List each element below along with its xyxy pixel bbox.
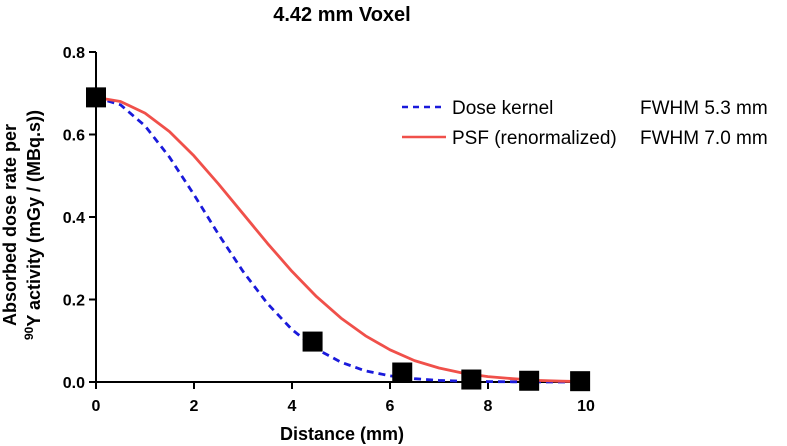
legend-label-psf: PSF (renormalized)	[452, 128, 617, 149]
y-axis-label-group: Absorbed dose rate per 90Y activity (mGy…	[0, 110, 44, 340]
legend-label-dose-kernel: Dose kernel	[452, 98, 553, 119]
y-tick-label: 0.0	[63, 375, 85, 392]
data-point-marker	[302, 331, 323, 352]
x-tick-label: 0	[92, 398, 101, 415]
x-tick-label: 2	[190, 398, 199, 415]
y-axis-label-rest: Y activity (mGy / (MBq.s))	[24, 110, 44, 327]
y-tick-label: 0.8	[63, 45, 85, 62]
axes: 0 2 4 6 8 10 0.0 0.2 0.4 0.6 0.8	[63, 45, 595, 415]
data-point-marker	[86, 87, 106, 108]
y-axis-label-line2: 90Y activity (mGy / (MBq.s))	[22, 110, 44, 340]
y-ticks: 0.0 0.2 0.4 0.6 0.8	[63, 45, 96, 392]
data-point-marker	[392, 362, 413, 383]
y-tick-label: 0.6	[63, 128, 85, 145]
x-tick-label: 10	[577, 398, 595, 415]
y-axis-label-line1: Absorbed dose rate per	[0, 124, 20, 326]
series-layer	[86, 87, 591, 392]
data-point-marker	[519, 370, 540, 391]
data-point-marker	[461, 369, 482, 390]
series-line-dose-kernel	[95, 96, 586, 384]
legend-fwhm-psf: FWHM 7.0 mm	[640, 128, 768, 149]
data-point-marker	[570, 371, 591, 392]
x-axis-label: Distance (mm)	[280, 424, 404, 444]
x-ticks: 0 2 4 6 8 10	[92, 382, 595, 415]
y-tick-label: 0.4	[63, 210, 85, 227]
y-axis-label-superscript: 90	[22, 326, 36, 340]
x-tick-label: 6	[386, 398, 395, 415]
y-tick-label: 0.2	[63, 293, 85, 310]
chart-title: 4.42 mm Voxel	[273, 4, 410, 26]
series-line-psf-renormalized	[94, 96, 588, 384]
legend: Dose kernel FWHM 5.3 mm PSF (renormalize…	[402, 98, 768, 149]
legend-fwhm-dose-kernel: FWHM 5.3 mm	[640, 98, 768, 119]
x-tick-label: 8	[484, 398, 493, 415]
x-tick-label: 4	[288, 398, 297, 415]
